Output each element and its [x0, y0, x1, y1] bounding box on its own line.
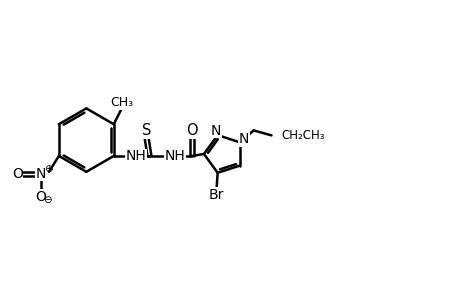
Text: N: N: [211, 124, 221, 138]
Text: O: O: [35, 190, 46, 204]
Text: NH: NH: [125, 149, 146, 164]
Text: Br: Br: [208, 188, 224, 202]
Text: N: N: [36, 167, 46, 181]
Text: O: O: [186, 123, 197, 138]
Text: NH: NH: [164, 149, 185, 164]
Text: CH₃: CH₃: [110, 96, 133, 109]
Text: S: S: [141, 123, 151, 138]
Text: ⊕: ⊕: [44, 164, 52, 174]
Text: O: O: [12, 167, 22, 181]
Text: ⊖: ⊖: [43, 194, 51, 205]
Text: CH₂CH₃: CH₂CH₃: [281, 129, 324, 142]
Text: N: N: [238, 132, 248, 146]
